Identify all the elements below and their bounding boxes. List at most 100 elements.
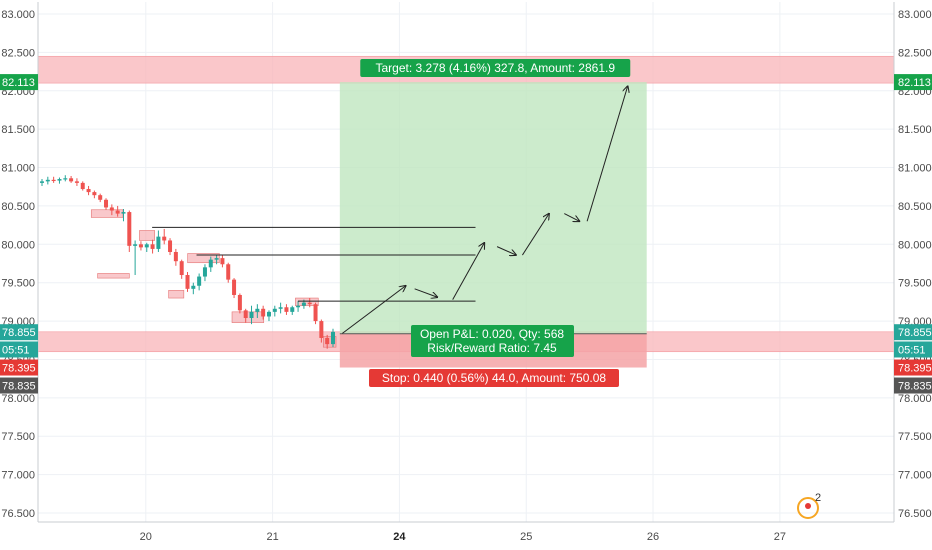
projection-arrow bbox=[522, 214, 549, 256]
candle-body bbox=[301, 302, 306, 306]
price-tag-left-text: 82.113 bbox=[2, 77, 35, 89]
x-tick-label: 25 bbox=[520, 531, 532, 543]
candle-body bbox=[104, 199, 109, 208]
candle-body bbox=[179, 261, 184, 276]
candle-body bbox=[133, 244, 138, 246]
price-tag-left-text: 78.395 bbox=[2, 363, 36, 375]
candle-body bbox=[266, 311, 271, 317]
candle-body bbox=[331, 331, 335, 345]
stop-label-bg bbox=[369, 369, 619, 387]
candle-body bbox=[232, 279, 237, 295]
candle-body bbox=[214, 258, 219, 260]
y-tick-label-right: 81.500 bbox=[898, 124, 932, 136]
y-tick-label-right: 79.500 bbox=[898, 278, 932, 290]
price-tag-left bbox=[0, 324, 38, 341]
resistance-lines bbox=[152, 226, 476, 302]
candle-body bbox=[51, 179, 56, 182]
y-tick-label-left: 77.500 bbox=[1, 431, 35, 443]
candles bbox=[40, 175, 335, 349]
price-tag-right bbox=[894, 74, 932, 91]
target-label-bg bbox=[360, 59, 631, 77]
candle-body bbox=[138, 244, 143, 248]
y-tick-label-left: 79.500 bbox=[1, 278, 35, 290]
logo-badge: 2 bbox=[815, 492, 821, 504]
y-tick-label-right: 77.000 bbox=[898, 470, 932, 482]
candle-body bbox=[150, 244, 155, 249]
price-tag-right-text: 78.395 bbox=[898, 363, 932, 375]
y-tick-label-right: 81.000 bbox=[898, 163, 932, 175]
candle-body bbox=[272, 308, 277, 312]
candle-body bbox=[74, 181, 79, 183]
y-tick-label-left: 81.000 bbox=[1, 163, 35, 175]
candle-body bbox=[202, 267, 207, 277]
candle-body bbox=[255, 308, 260, 312]
price-tag-left-text: 78.855 bbox=[2, 327, 36, 339]
candle-body bbox=[249, 311, 254, 319]
candle-body bbox=[144, 244, 149, 248]
y-tick-label-right: 78.000 bbox=[898, 393, 932, 405]
price-tag-right bbox=[894, 377, 932, 394]
pnl-label: Open P&L: 0.020, Qty: 568 bbox=[420, 327, 564, 341]
candle-body bbox=[220, 258, 225, 265]
y-tick-label-right: 82.500 bbox=[898, 47, 932, 59]
price-tag-right-text: 78.855 bbox=[898, 327, 932, 339]
pivot-box bbox=[231, 311, 265, 323]
projection-arrow bbox=[452, 243, 485, 300]
candle-body bbox=[57, 179, 62, 181]
projection-arrow bbox=[564, 213, 579, 222]
pivot-box bbox=[323, 336, 337, 348]
logo-watermark: 2 bbox=[797, 492, 821, 519]
pivot-box bbox=[187, 253, 220, 264]
price-tag-right bbox=[894, 341, 932, 358]
candle-body bbox=[185, 275, 190, 289]
price-tag-right-text: 78.835 bbox=[898, 381, 932, 393]
candle-body bbox=[290, 307, 295, 312]
price-tag-left bbox=[0, 377, 38, 394]
x-tick-label: 26 bbox=[647, 531, 659, 543]
x-tick-label: 21 bbox=[266, 531, 278, 543]
price-tag-left-text: 05:51 bbox=[2, 344, 30, 356]
candle-body bbox=[45, 179, 50, 182]
price-tags: 82.113 78.855 05:51 78.835 78.395 82.113 78.85… bbox=[0, 74, 932, 394]
pivot-box bbox=[139, 230, 155, 241]
candle-body bbox=[191, 285, 196, 289]
candle-body bbox=[307, 302, 312, 305]
y-tick-label-left: 80.000 bbox=[1, 239, 35, 251]
candle-body bbox=[156, 236, 161, 249]
y-tick-label-right: 80.000 bbox=[898, 239, 932, 251]
y-tick-label-right: 77.500 bbox=[898, 431, 932, 443]
candle-body bbox=[115, 210, 120, 214]
y-tick-label-right: 80.500 bbox=[898, 201, 932, 213]
projection-arrows bbox=[342, 86, 628, 334]
risk-reward-label: Risk/Reward Ratio: 7.45 bbox=[427, 341, 557, 355]
price-tag-right bbox=[894, 359, 932, 376]
price-tag-left bbox=[0, 341, 38, 358]
candle-body bbox=[80, 182, 85, 190]
pivot-box bbox=[168, 290, 185, 299]
candle-body bbox=[40, 181, 44, 183]
candle-body bbox=[296, 305, 301, 308]
projection-arrow bbox=[586, 86, 628, 222]
price-tag-right-text: 05:51 bbox=[898, 344, 926, 356]
candle-body bbox=[261, 308, 266, 317]
candle-body bbox=[208, 259, 213, 268]
pivot-box bbox=[97, 273, 130, 279]
candle-body bbox=[197, 276, 202, 286]
y-tick-label-left: 76.500 bbox=[1, 508, 35, 520]
candle-body bbox=[313, 304, 318, 322]
x-tick-label: 24 bbox=[393, 531, 406, 543]
x-tick-label: 27 bbox=[774, 531, 786, 543]
candle-body bbox=[173, 251, 178, 262]
candle-body bbox=[319, 321, 324, 338]
pivot-boxes bbox=[90, 209, 337, 348]
candle-body bbox=[63, 178, 68, 180]
y-tick-label-left: 78.000 bbox=[1, 393, 35, 405]
profit-zone bbox=[339, 82, 647, 334]
candle-body bbox=[278, 307, 283, 309]
candle-body bbox=[243, 310, 248, 319]
price-tag-right-text: 82.113 bbox=[898, 77, 931, 89]
y-tick-label-left: 82.500 bbox=[1, 47, 35, 59]
candle-body bbox=[162, 236, 167, 241]
y-tick-label-right: 83.000 bbox=[898, 9, 932, 21]
